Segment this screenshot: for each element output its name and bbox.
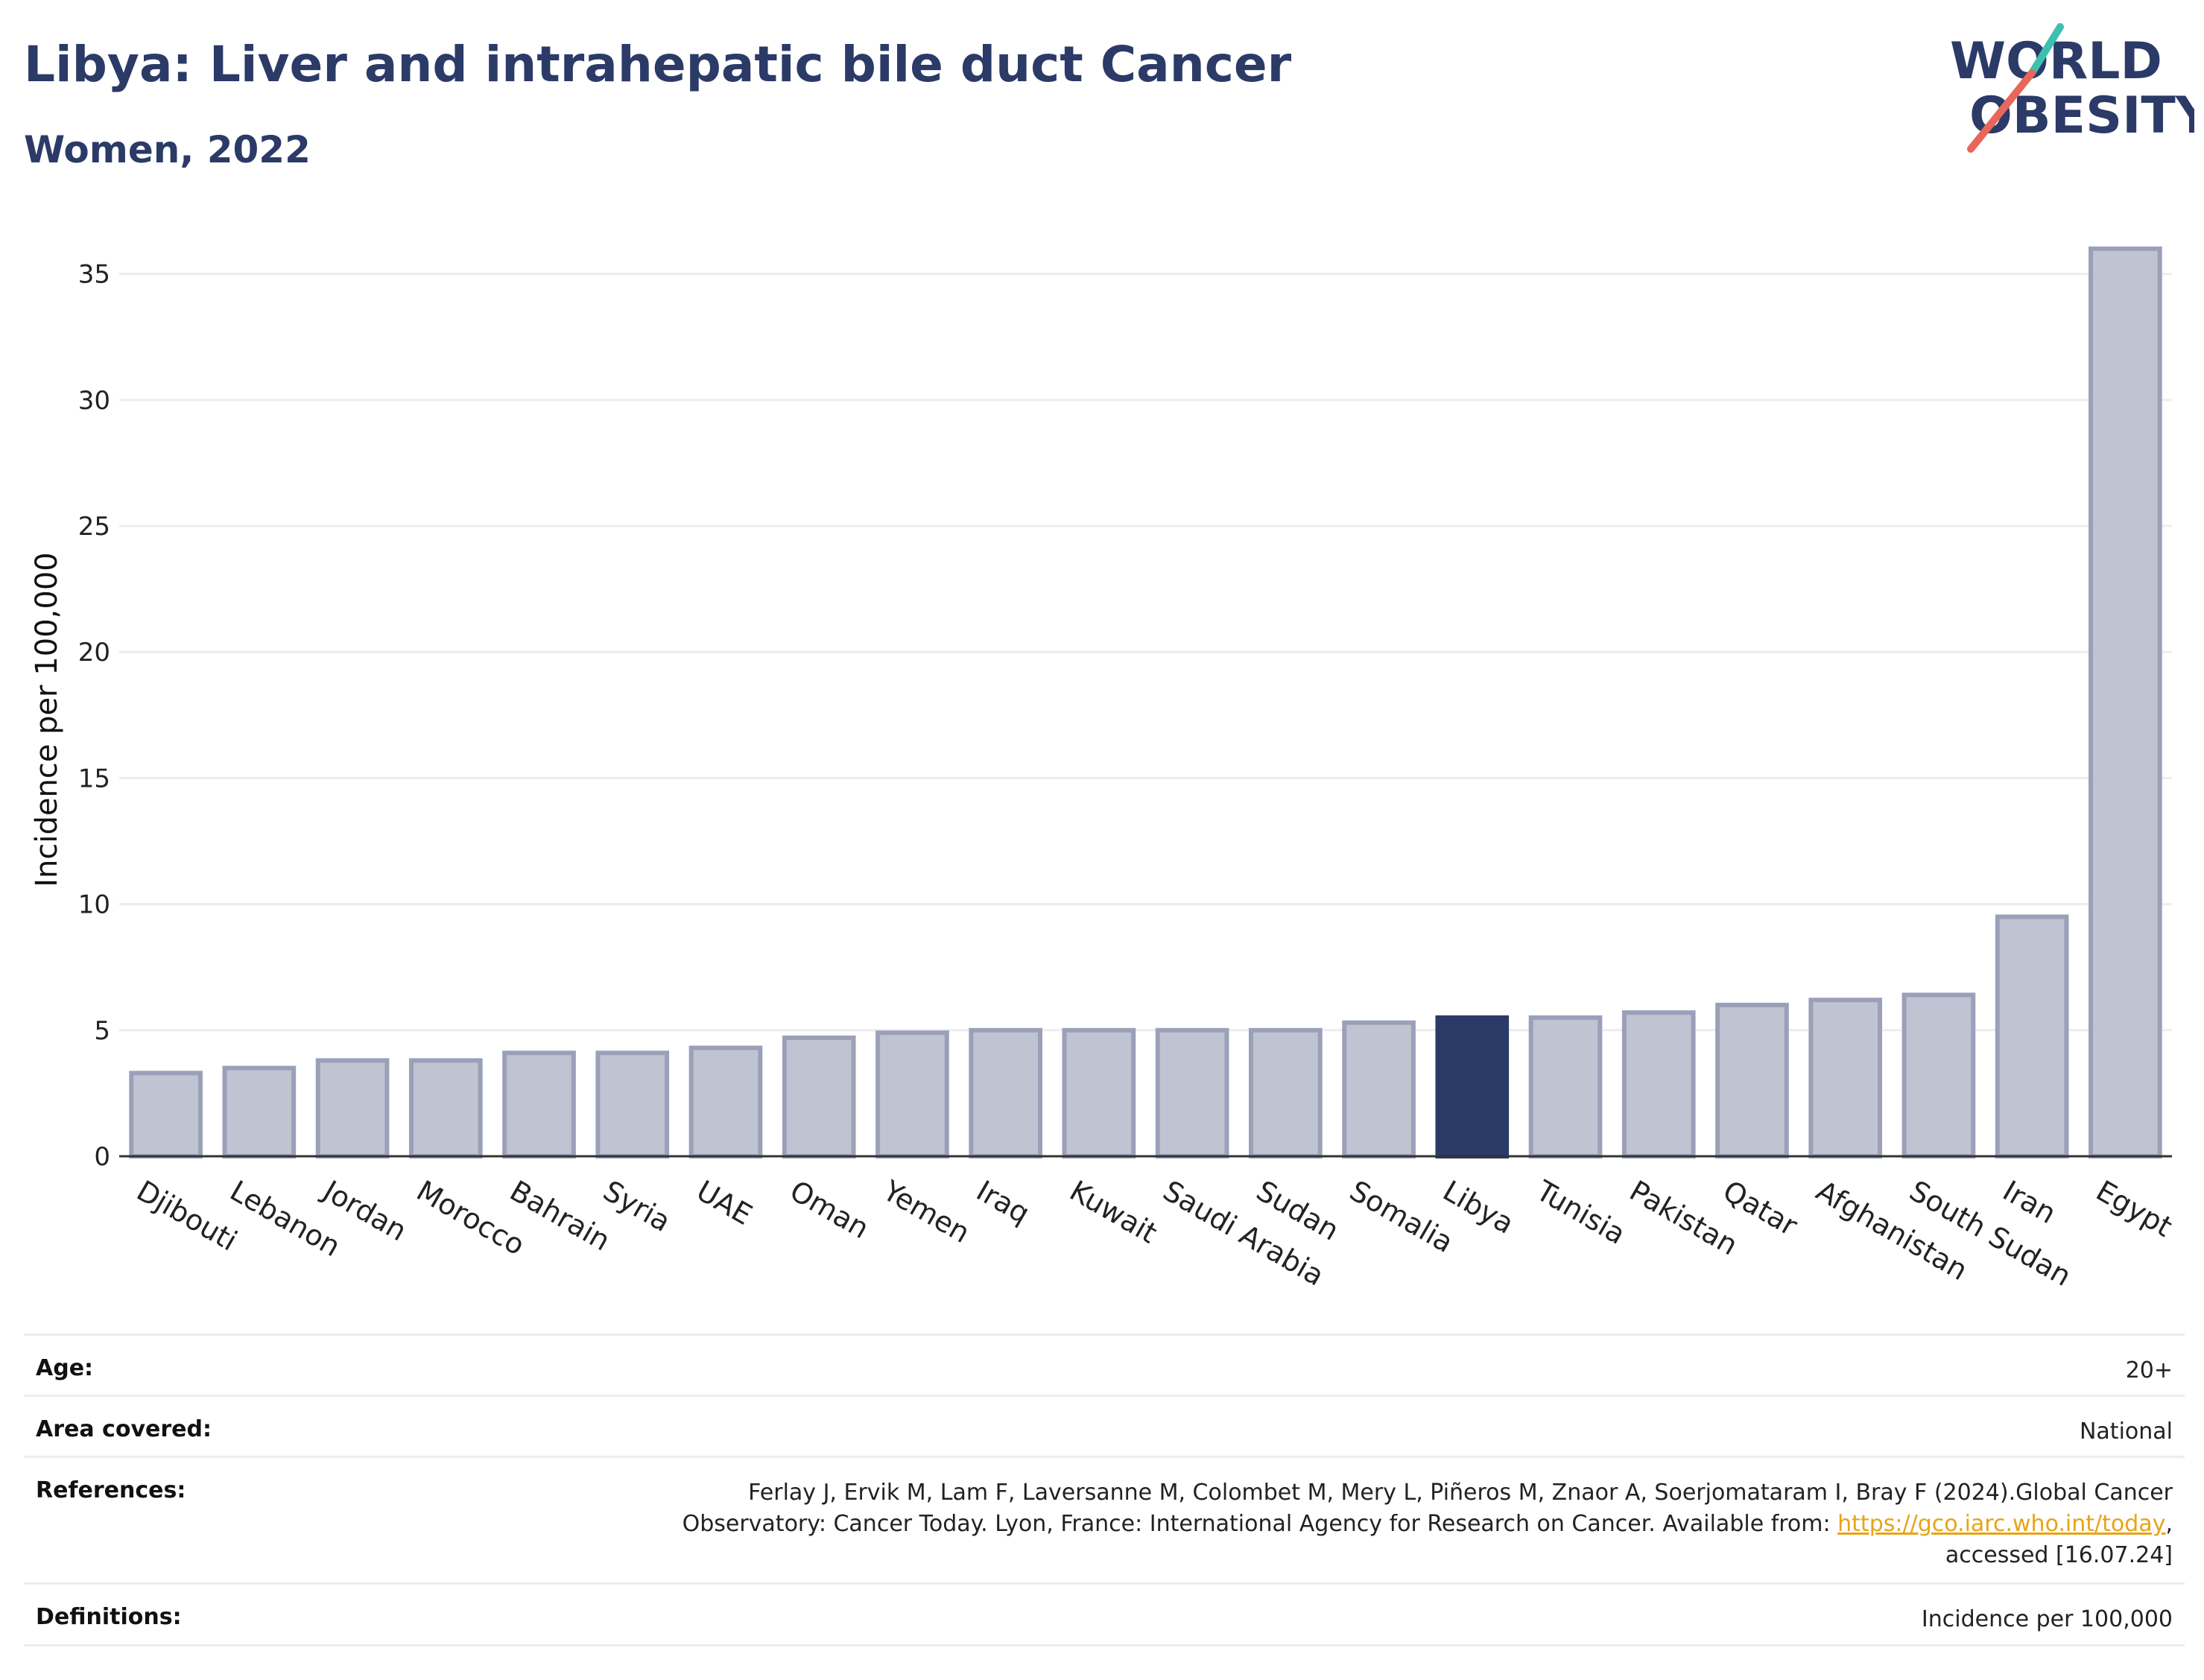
x-tick-label: Egypt <box>2091 1174 2178 1243</box>
y-tick-labels: 0 5 10 15 20 25 30 35 <box>78 260 110 1172</box>
y-tick-label: 20 <box>78 638 110 668</box>
y-tick-label: 15 <box>78 764 110 793</box>
x-tick-label: Djibouti <box>131 1174 243 1258</box>
logo-slash-top <box>2028 23 2064 77</box>
x-tick-label: Kuwait <box>1064 1174 1162 1250</box>
x-tick-label: Saudi Arabia <box>1158 1174 1330 1293</box>
x-tick-labels: DjiboutiLebanonJordanMoroccoBahrainSyria… <box>131 1173 2178 1293</box>
age-value: 20+ <box>2125 1357 2173 1383</box>
y-tick-label: 25 <box>78 512 110 542</box>
bar-afghanistan <box>1808 998 1883 1159</box>
x-tick-label: Tunisia <box>1530 1173 1631 1251</box>
bar-somalia <box>1342 1020 1416 1158</box>
x-tick-label: Iraq <box>971 1174 1035 1230</box>
y-axis-label: Incidence per 100,000 <box>30 552 64 887</box>
definitions-label: Definitions: <box>36 1604 182 1630</box>
info-row-area: Area covered: National <box>24 1395 2185 1456</box>
y-tick-label: 30 <box>78 386 110 416</box>
gridlines <box>119 273 2172 1032</box>
bar-libya <box>1435 1015 1510 1158</box>
bars <box>129 246 2162 1159</box>
bar-iraq <box>969 1027 1042 1158</box>
info-row-age: Age: 20+ <box>24 1334 2185 1395</box>
references-line-2-end: , <box>2165 1511 2173 1537</box>
bar-south-sudan <box>1901 992 1976 1159</box>
bar-iran <box>1995 914 2069 1158</box>
bar-pakistan <box>1621 1010 1696 1158</box>
logo-line-2: OBESITY <box>1969 86 2194 145</box>
area-value: National <box>2079 1419 2173 1445</box>
references-line-1: Ferlay J, Ervik M, Lam F, Laversanne M, … <box>748 1480 2173 1506</box>
logo-line-1: WORLD <box>1950 32 2162 91</box>
info-row-references: References: Ferlay J, Ervik M, Lam F, La… <box>24 1456 2185 1583</box>
y-tick-label: 10 <box>78 890 110 920</box>
x-tick-label: Yemen <box>877 1173 975 1249</box>
x-tick-label: Somalia <box>1344 1174 1459 1259</box>
logo-slash-bottom <box>1967 69 2036 153</box>
references-line-2: Observatory: Cancer Today. Lyon, France:… <box>683 1509 2173 1540</box>
age-label: Age: <box>36 1355 94 1381</box>
bar-oman <box>782 1035 856 1158</box>
x-tick-label: UAE <box>691 1174 757 1232</box>
bar-jordan <box>315 1058 390 1159</box>
bar-syria <box>595 1050 670 1159</box>
bar-uae <box>688 1045 763 1159</box>
bar-bahrain <box>502 1050 576 1159</box>
world-obesity-logo: WORLD OBESITY <box>1950 23 2194 153</box>
y-tick-label: 0 <box>94 1142 110 1172</box>
bar-lebanon <box>222 1065 297 1159</box>
bar-saudi-arabia <box>1155 1027 1229 1158</box>
bar-morocco <box>408 1058 483 1159</box>
bar-djibouti <box>129 1071 203 1158</box>
bar-chart: 0 5 10 15 20 25 30 35 DjiboutiLebanonJordanMoro… <box>30 246 2178 1293</box>
bar-egypt <box>2089 246 2162 1158</box>
x-tick-label: Morocco <box>411 1174 531 1262</box>
x-tick-label: Iran <box>1998 1174 2062 1230</box>
bar-qatar <box>1715 1002 1789 1159</box>
x-tick-label: Oman <box>785 1174 875 1245</box>
bar-kuwait <box>1062 1027 1136 1158</box>
references-value: Ferlay J, Ervik M, Lam F, Laversanne M, … <box>683 1477 2173 1571</box>
info-bottom-divider <box>24 1644 2185 1646</box>
info-row-definitions: Definitions: Incidence per 100,000 <box>24 1582 2185 1644</box>
x-tick-label: Pakistan <box>1624 1174 1744 1262</box>
definitions-value: Incidence per 100,000 <box>1921 1606 2173 1632</box>
references-link[interactable]: https://gco.iarc.who.int/today <box>1837 1511 2166 1537</box>
references-line-2-text: Observatory: Cancer Today. Lyon, France:… <box>682 1511 1838 1537</box>
references-label: References: <box>36 1477 186 1503</box>
y-tick-label: 5 <box>94 1016 110 1046</box>
area-label: Area covered: <box>36 1416 212 1442</box>
bar-yemen <box>875 1030 949 1158</box>
bar-sudan <box>1249 1027 1323 1158</box>
y-tick-label: 35 <box>78 260 110 290</box>
chart-title: Libya: Liver and intrahepatic bile duct … <box>24 36 1292 93</box>
bar-tunisia <box>1528 1015 1603 1158</box>
chart-subtitle: Women, 2022 <box>24 128 311 171</box>
references-line-3: accessed [16.07.24] <box>1945 1542 2173 1568</box>
